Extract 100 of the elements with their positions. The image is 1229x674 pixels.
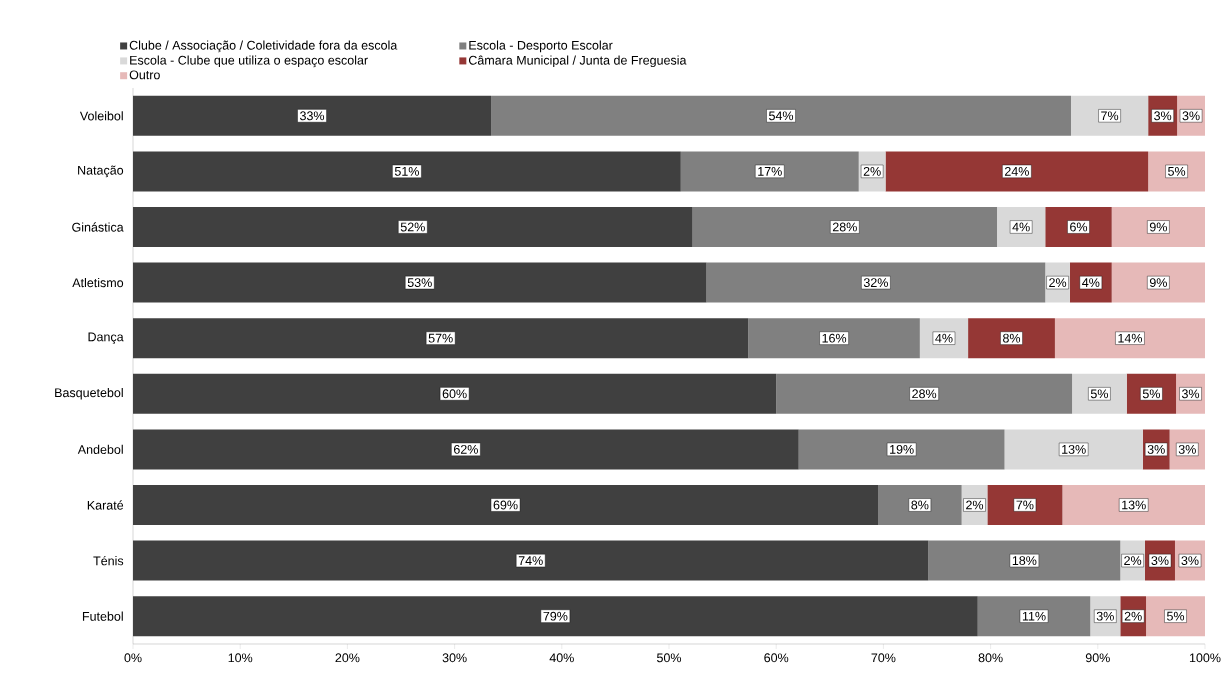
x-tick-label: 100%	[1189, 653, 1221, 663]
data-label: 11%	[1022, 611, 1046, 621]
bar	[1062, 484, 1205, 525]
data-label: 6%	[1070, 222, 1088, 232]
bar	[133, 262, 707, 303]
data-label: 24%	[1004, 167, 1029, 176]
y-tick-label: Andebol	[77, 444, 123, 454]
bar	[491, 95, 1071, 136]
data-label: 5%	[1168, 166, 1186, 176]
data-label: 79%	[543, 611, 568, 621]
data-label: 4%	[1082, 278, 1100, 287]
data-label: 53%	[407, 278, 432, 288]
data-label: 3%	[1154, 111, 1172, 121]
bar	[133, 318, 749, 359]
data-label: 8%	[911, 500, 929, 510]
data-label: 4%	[1012, 222, 1030, 232]
bar	[1111, 262, 1205, 303]
y-tick-label: Ténis	[93, 555, 124, 566]
x-tick-label: 0%	[124, 653, 142, 663]
x-tick-label: 20%	[335, 653, 360, 663]
bar	[987, 484, 1063, 525]
y-tick-label: Basquetebol	[55, 387, 123, 400]
x-tick-label: 80%	[978, 653, 1003, 663]
x-tick-label: 90%	[1085, 653, 1110, 663]
legend-label: Escola - Clube que utiliza o espaço escolar	[130, 55, 368, 68]
x-tick-label: 60%	[764, 653, 789, 663]
y-tick-label: Ginástica	[72, 222, 124, 232]
data-label: 69%	[493, 500, 518, 510]
data-label: 2%	[966, 500, 984, 510]
bar	[1004, 429, 1143, 470]
legend-label: Outro	[129, 70, 160, 80]
bar	[748, 318, 920, 359]
legend-label: Clube / Associação / Coletividade fora da escola	[129, 40, 398, 53]
bar	[1054, 318, 1205, 359]
data-label: 4%	[935, 333, 953, 343]
data-label: 28%	[832, 222, 857, 232]
data-label: 3%	[1096, 611, 1114, 621]
data-label: 28%	[912, 389, 937, 399]
data-label: 14%	[1118, 333, 1143, 343]
data-label: 52%	[400, 222, 425, 232]
data-label: 2%	[863, 167, 881, 176]
data-label: 3%	[1182, 111, 1200, 121]
data-label: 5%	[1166, 611, 1185, 621]
data-label: 74%	[518, 556, 543, 565]
data-label: 13%	[1122, 500, 1146, 510]
data-label: 3%	[1178, 444, 1196, 454]
data-label: 60%	[442, 389, 467, 399]
data-label: 16%	[822, 333, 847, 343]
x-tick-label: 50%	[656, 653, 682, 663]
data-label: 17%	[758, 167, 782, 176]
data-label: 57%	[428, 333, 453, 343]
data-label: 19%	[890, 444, 914, 454]
x-tick-label: 70%	[871, 653, 896, 663]
data-label: 33%	[299, 111, 325, 121]
data-label: 62%	[453, 444, 478, 454]
data-label: 7%	[1101, 111, 1119, 121]
bar	[133, 207, 693, 247]
data-label: 3%	[1181, 556, 1199, 566]
bar	[133, 484, 879, 525]
data-label: 5%	[1142, 389, 1160, 399]
data-label: 9%	[1149, 222, 1167, 232]
bar	[692, 207, 998, 247]
bar	[133, 95, 492, 136]
data-label: 2%	[1049, 278, 1067, 287]
data-label: 18%	[1012, 556, 1037, 566]
data-label: 2%	[1124, 611, 1142, 621]
bar	[885, 151, 1149, 192]
y-tick-label: Voleibol	[79, 111, 123, 121]
x-tick-label: 10%	[228, 653, 253, 663]
bar	[133, 373, 777, 414]
bar	[776, 373, 1073, 414]
legend-label: Escola - Desporto Escolar	[469, 40, 613, 53]
legend-label: Câmara Municipal / Junta de Freguesia	[468, 55, 687, 68]
data-label: 7%	[1016, 500, 1034, 510]
x-tick-label: 40%	[549, 653, 574, 663]
bar	[878, 484, 962, 525]
data-label: 54%	[769, 111, 794, 121]
bar	[133, 151, 681, 192]
bar	[133, 540, 929, 581]
y-tick-label: Dança	[88, 332, 124, 344]
bar	[1111, 207, 1205, 247]
bar	[1071, 95, 1149, 136]
data-label: 5%	[1090, 389, 1108, 399]
data-label: 2%	[1124, 556, 1142, 565]
y-tick-label: Futebol	[82, 611, 123, 621]
y-tick-label: Karaté	[87, 500, 124, 510]
x-tick-label: 30%	[442, 653, 467, 663]
bar	[798, 429, 1005, 470]
y-tick-label: Natação	[78, 165, 124, 178]
bar	[133, 429, 799, 470]
data-label: 32%	[863, 278, 888, 288]
data-label: 8%	[1003, 333, 1021, 343]
data-label: 51%	[394, 166, 419, 176]
bar	[928, 540, 1121, 581]
bar	[968, 318, 1055, 359]
data-label: 3%	[1147, 444, 1165, 454]
data-label: 3%	[1151, 556, 1169, 566]
bar	[133, 596, 978, 637]
data-label: 9%	[1149, 278, 1167, 288]
bar	[977, 596, 1091, 637]
